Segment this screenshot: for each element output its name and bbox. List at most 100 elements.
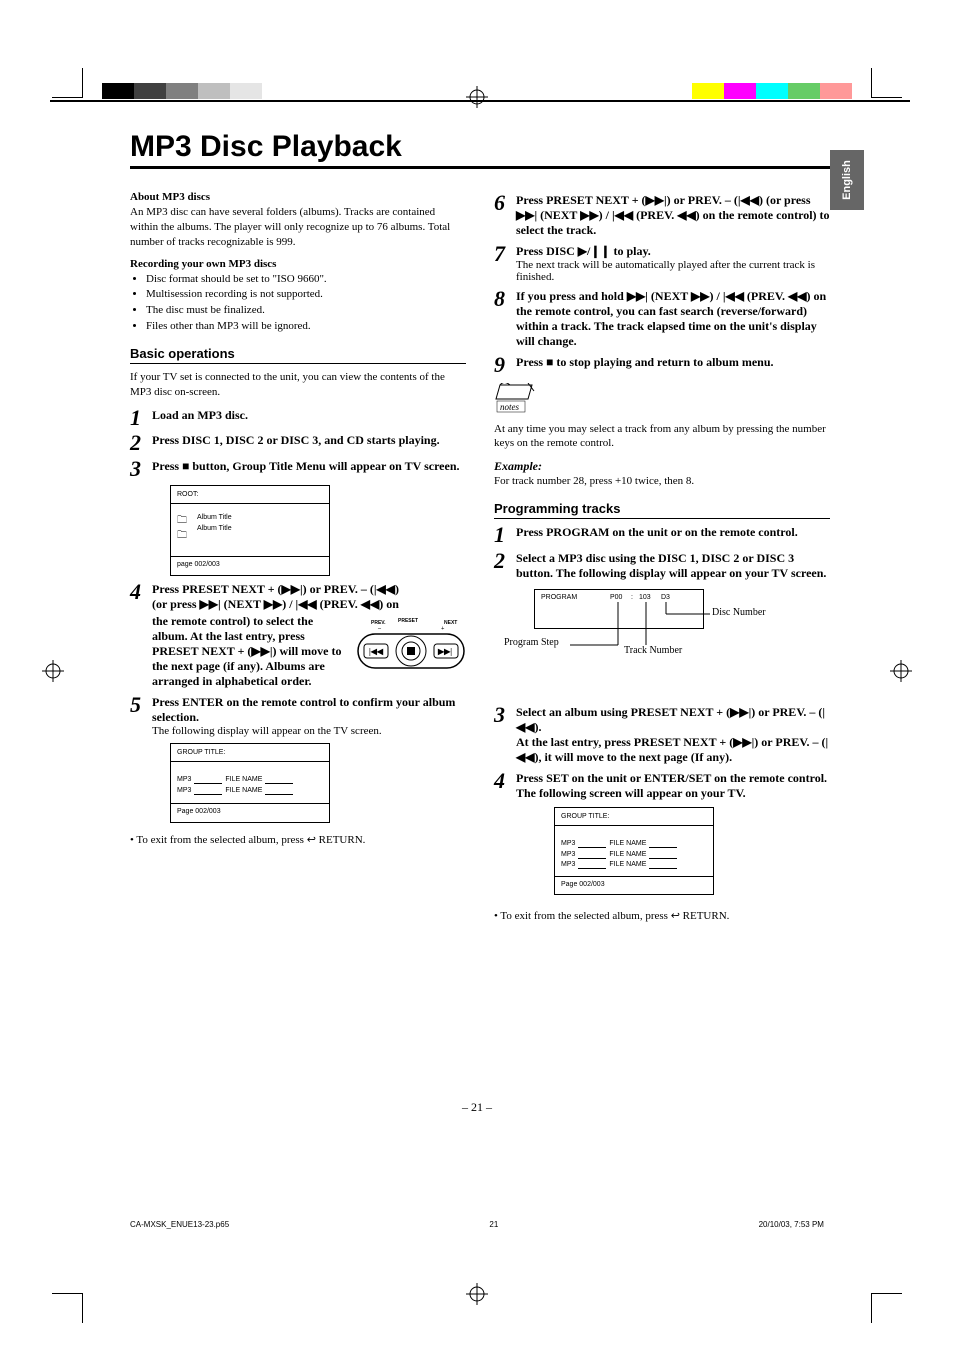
folder-icon: 🗀 xyxy=(177,528,187,543)
tv-screen-group: GROUP TITLE: MP3 FILE NAME MP3 FILE NAME P… xyxy=(170,743,330,823)
svg-text:–: – xyxy=(377,626,382,632)
step-5-text: Press ENTER on the remote control to con… xyxy=(152,695,466,737)
color-bar xyxy=(692,83,852,99)
tv-row-name: FILE NAME xyxy=(225,787,262,794)
tv-group-title: GROUP TITLE: xyxy=(561,812,707,823)
registration-target-icon xyxy=(890,660,912,682)
program-display-diagram: PROGRAM P00 : 103 D3 Disc Numb xyxy=(534,589,784,697)
notes-icon: notes xyxy=(494,383,830,418)
prog-step-4: Press SET on the unit or ENTER/SET on th… xyxy=(516,771,830,801)
tv-row-type: MP3 xyxy=(177,787,191,794)
grayscale-bar xyxy=(102,83,262,99)
language-tab: English xyxy=(830,150,864,210)
step-3-text: Press ■ button, Group Title Menu will ap… xyxy=(152,459,466,479)
right-column: 6 Press PRESET NEXT + (▶▶|) or PREV. – (… xyxy=(494,187,830,932)
registration-target-icon xyxy=(466,1283,488,1305)
remote-control-diagram: PREV. PRESET NEXT – + |◀◀ xyxy=(356,616,466,675)
tv-album-title: Album Title xyxy=(197,524,232,535)
step-4b: (or press ▶▶| (NEXT ▶▶) / |◀◀ (PREV. ◀◀)… xyxy=(152,597,399,611)
step-7b: The next track will be automatically pla… xyxy=(516,259,830,283)
crop-mark xyxy=(82,68,83,98)
page-number: – 21 – xyxy=(0,1100,954,1115)
step-6-text: Press PRESET NEXT + (▶▶|) or PREV. – (|◀… xyxy=(516,193,830,238)
step-number: 4 xyxy=(494,771,510,801)
prog-step-3a: Select an album using PRESET NEXT + (▶▶|… xyxy=(516,705,825,734)
step-number: 2 xyxy=(494,551,510,581)
tv-row-name: FILE NAME xyxy=(225,776,262,783)
source-footer: CA-MXSK_ENUE13-23.p65 21 20/10/03, 7:53 … xyxy=(130,1220,824,1229)
basic-operations-heading: Basic operations xyxy=(130,346,466,364)
step-number: 1 xyxy=(494,525,510,545)
step-number: 8 xyxy=(494,289,510,349)
exit-note-2: • To exit from the selected album, press… xyxy=(494,909,830,924)
exit-note: • To exit from the selected album, press… xyxy=(130,833,466,848)
step-4c: the remote control) to select the album.… xyxy=(152,614,342,688)
recording-heading: Recording your own MP3 discs xyxy=(130,258,466,270)
step-number: 9 xyxy=(494,355,510,375)
step-number: 7 xyxy=(494,244,510,283)
step-number: 4 xyxy=(130,582,146,689)
svg-text:+: + xyxy=(441,626,445,632)
crop-mark xyxy=(872,97,902,98)
title-rule xyxy=(130,166,830,169)
svg-text:notes: notes xyxy=(500,402,519,412)
step-5b: The following display will appear on the… xyxy=(152,725,466,737)
svg-text:|◀◀: |◀◀ xyxy=(369,647,384,656)
tv-row-type: MP3 xyxy=(561,851,575,858)
folder-icon: 🗀 xyxy=(177,513,187,528)
step-5a: Press ENTER on the remote control to con… xyxy=(152,695,455,724)
registration-target-icon xyxy=(466,86,488,108)
step-number: 1 xyxy=(130,408,146,428)
svg-text:▶▶|: ▶▶| xyxy=(437,647,452,656)
programming-heading: Programming tracks xyxy=(494,501,830,519)
recording-bullets: Disc format should be set to "ISO 9660".… xyxy=(130,272,466,334)
crop-mark xyxy=(82,1293,83,1323)
tv-page-indicator: Page 002/003 xyxy=(561,880,707,891)
language-tab-label: English xyxy=(841,160,853,200)
example-body: For track number 28, press +10 twice, th… xyxy=(494,474,830,489)
step-4-text: Press PRESET NEXT + (▶▶|) or PREV. – (|◀… xyxy=(152,582,466,689)
registration-target-icon xyxy=(42,660,64,682)
about-body: An MP3 disc can have several folders (al… xyxy=(130,205,466,250)
svg-text:PRESET: PRESET xyxy=(398,618,418,624)
step-2-text: Press DISC 1, DISC 2 or DISC 3, and CD s… xyxy=(152,433,466,453)
tv-group-title: GROUP TITLE: xyxy=(177,748,323,759)
basic-operations-body: If your TV set is connected to the unit,… xyxy=(130,370,466,400)
step-number: 6 xyxy=(494,193,510,238)
page-title: MP3 Disc Playback xyxy=(130,130,830,164)
ann-program-step: Program Step xyxy=(504,637,559,648)
left-column: About MP3 discs An MP3 disc can have sev… xyxy=(130,187,466,932)
step-number: 3 xyxy=(130,459,146,479)
step-number: 2 xyxy=(130,433,146,453)
example-heading: Example: xyxy=(494,459,830,474)
step-7a: Press DISC ▶/❙❙ to play. xyxy=(516,244,651,258)
step-8-text: If you press and hold ▶▶| (NEXT ▶▶) / |◀… xyxy=(516,289,830,349)
step-4a: Press PRESET NEXT + (▶▶|) or PREV. – (|◀… xyxy=(152,582,399,596)
tv-page-indicator: Page 002/003 xyxy=(177,807,323,818)
tv-row-name: FILE NAME xyxy=(609,861,646,868)
ann-track-number: Track Number xyxy=(624,645,682,656)
step-number: 3 xyxy=(494,705,510,765)
crop-mark xyxy=(52,97,82,98)
ann-disc-number: Disc Number xyxy=(712,607,766,618)
tv-row-name: FILE NAME xyxy=(609,851,646,858)
list-item: Multisession recording is not supported. xyxy=(146,287,466,302)
tv-row-type: MP3 xyxy=(561,840,575,847)
prog-step-2: Select a MP3 disc using the DISC 1, DISC… xyxy=(516,551,830,581)
list-item: Disc format should be set to "ISO 9660". xyxy=(146,272,466,287)
prog-step-3b: At the last entry, press PRESET NEXT + (… xyxy=(516,735,828,764)
crop-mark xyxy=(872,1293,902,1294)
list-item: Files other than MP3 will be ignored. xyxy=(146,319,466,334)
tv-row-type: MP3 xyxy=(177,776,191,783)
footer-date: 20/10/03, 7:53 PM xyxy=(759,1220,824,1229)
prog-step-1: Press PROGRAM on the unit or on the remo… xyxy=(516,525,830,545)
about-heading: About MP3 discs xyxy=(130,191,466,203)
crop-mark xyxy=(871,68,872,98)
tv-root-label: ROOT: xyxy=(177,490,323,501)
tv-page-indicator: page 002/003 xyxy=(177,560,323,571)
step-9-text: Press ■ to stop playing and return to al… xyxy=(516,355,830,375)
svg-text:NEXT: NEXT xyxy=(444,620,457,626)
tv-album-title: Album Title xyxy=(197,513,232,524)
tv-screen-group-2: GROUP TITLE: MP3FILE NAME MP3FILE NAME M… xyxy=(554,807,714,896)
crop-mark xyxy=(52,1293,82,1294)
